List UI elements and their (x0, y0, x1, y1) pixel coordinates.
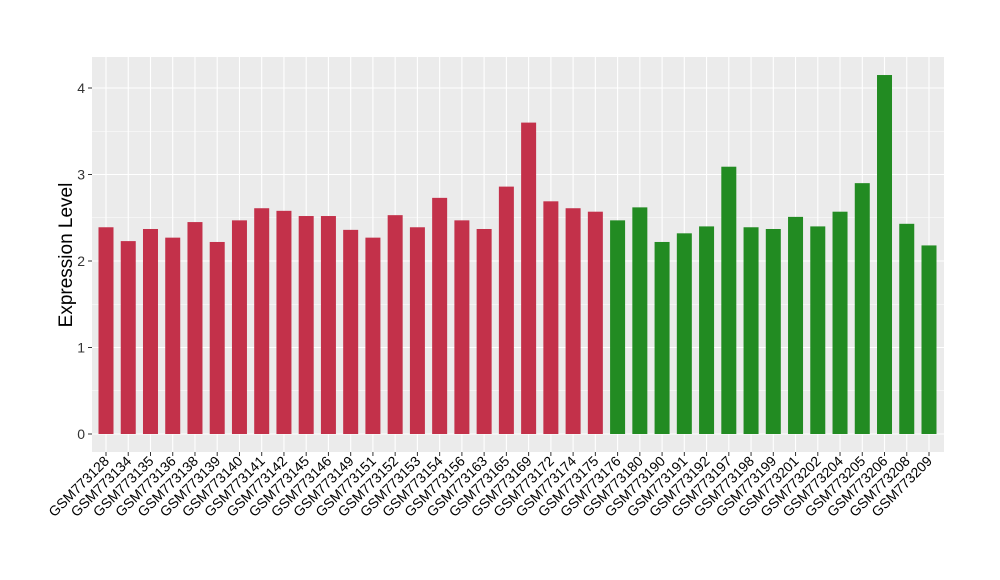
bar-GSM773169 (521, 122, 537, 434)
bars (98, 75, 937, 435)
y-tick-label: 4 (77, 80, 85, 96)
bar-GSM773198 (743, 227, 759, 434)
bar-GSM773146 (320, 216, 336, 434)
bar-GSM773141 (254, 208, 270, 434)
bar-GSM773199 (765, 228, 781, 434)
bar-GSM773149 (343, 229, 359, 434)
bar-GSM773205 (854, 183, 870, 434)
x-axis: GSM773128GSM773134GSM773135GSM773136GSM7… (45, 452, 935, 520)
bar-GSM773192 (699, 226, 715, 434)
y-tick-label: 3 (77, 167, 85, 183)
bar-GSM773140 (231, 220, 247, 434)
bar-GSM773209 (921, 245, 937, 434)
bar-GSM773201 (788, 216, 804, 434)
y-axis-title: Expression Level (56, 183, 77, 328)
bar-GSM773128 (98, 227, 114, 434)
bar-GSM773156 (454, 220, 470, 434)
bar-GSM773174 (565, 208, 581, 434)
bar-GSM773138 (187, 222, 203, 434)
bar-GSM773204 (832, 211, 848, 434)
bar-GSM773134 (120, 241, 136, 434)
bar-GSM773163 (476, 228, 492, 434)
bar-GSM773176 (610, 220, 626, 434)
bar-GSM773180 (632, 207, 648, 434)
bar-GSM773151 (365, 237, 381, 434)
bar-GSM773135 (142, 228, 158, 434)
bar-GSM773165 (498, 186, 514, 434)
bar-GSM773175 (587, 211, 603, 434)
y-tick-label: 1 (77, 340, 85, 356)
bar-GSM773197 (721, 166, 737, 434)
bar-GSM773191 (676, 233, 692, 434)
y-tick-label: 0 (77, 426, 85, 442)
bar-GSM773190 (654, 241, 670, 434)
y-tick-label: 2 (77, 253, 85, 269)
bar-GSM773136 (165, 237, 181, 434)
bar-GSM773152 (387, 215, 403, 434)
bar-GSM773172 (543, 201, 559, 434)
bar-GSM773206 (877, 75, 893, 435)
bar-GSM773202 (810, 226, 826, 434)
bar-GSM773145 (298, 216, 314, 434)
bar-GSM773142 (276, 210, 292, 434)
bar-GSM773139 (209, 241, 225, 434)
y-axis: 0 1 2 3 4 (77, 80, 92, 442)
bar-GSM773208 (899, 223, 915, 434)
bar-GSM773153 (409, 227, 425, 434)
bar-GSM773154 (432, 197, 448, 434)
